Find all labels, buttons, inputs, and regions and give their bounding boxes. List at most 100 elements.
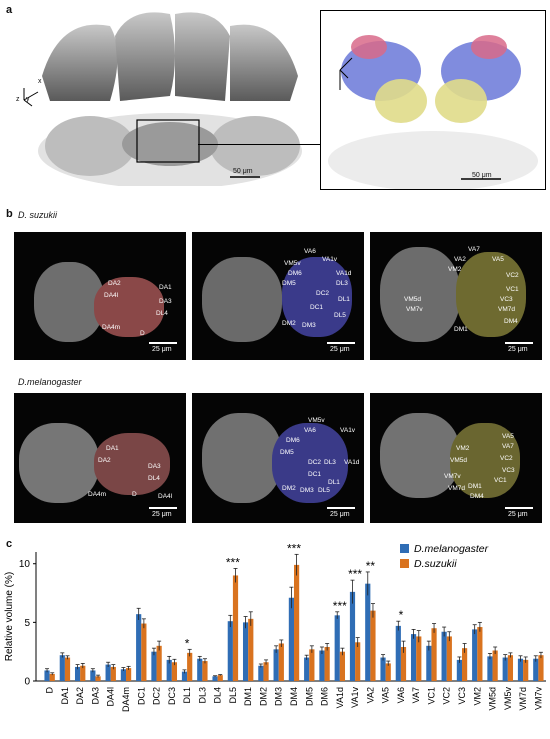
bar-melanogaster (533, 658, 539, 681)
x-tick-label: DA4l (106, 687, 116, 707)
suzukii-image-ventral: VA7 VA5 VA2 VC2 VM2 VC1 VC3 VM5d VM7d VM… (370, 232, 542, 360)
bar-melanogaster (349, 591, 356, 681)
axis-z-label: z (16, 96, 20, 103)
glom-label: VC1 (494, 477, 507, 484)
bar-melanogaster (258, 665, 264, 681)
bar-suzukii (232, 575, 239, 681)
x-tick-label: VA2 (365, 687, 375, 703)
panel-c-label: c (6, 538, 13, 550)
scale-label: 25 μm (152, 511, 172, 518)
bar-suzukii (339, 651, 346, 681)
glom-label: VM2 (456, 445, 470, 452)
x-tick-label: VM5v (503, 687, 513, 711)
glom-label: DM6 (286, 437, 300, 444)
glom-label: DA3 (148, 463, 161, 470)
glom-label: VA1d (336, 270, 352, 277)
y-axis-title: Relative volume (%) (4, 572, 15, 661)
bar-melanogaster (395, 625, 401, 681)
bar-melanogaster (166, 659, 172, 681)
bar-melanogaster (136, 614, 142, 681)
bar-suzukii (126, 668, 132, 681)
bar-melanogaster (59, 655, 65, 681)
species-suzukii-label: D. suzukii (18, 210, 58, 220)
glom-label: VC2 (500, 455, 513, 462)
brain-3d-render-graphic (38, 12, 302, 189)
bar-suzukii (80, 665, 86, 681)
bar-suzukii (294, 564, 300, 681)
glom-label: VM5d (404, 296, 421, 303)
melanogaster-image-middle: VM5v VA6 VA1v DM6 DM5 DC2 DL3 VA1d DC1 D… (192, 393, 364, 523)
x-tick-label: DM6 (320, 687, 330, 706)
species-melanogaster-label: D.melanogaster (18, 377, 82, 387)
bar-melanogaster (472, 629, 478, 681)
bar-melanogaster (502, 657, 508, 681)
bar-suzukii (431, 628, 437, 681)
glom-label: DM3 (302, 322, 316, 329)
significance-mark: *** (348, 567, 362, 581)
bar-melanogaster (487, 656, 493, 681)
glom-label: DA4l (158, 493, 173, 500)
bar-suzukii (370, 610, 376, 681)
significance-mark: *** (226, 555, 240, 569)
bar-suzukii (462, 648, 468, 681)
glom-label: DM5 (282, 280, 296, 287)
bar-melanogaster (410, 634, 417, 681)
glom-label: VM7v (444, 473, 461, 480)
bar-melanogaster (426, 645, 432, 681)
glom-label: DM2 (282, 485, 296, 492)
x-tick-label: DM4 (289, 687, 299, 706)
y-tick-label: 5 (24, 618, 30, 629)
glom-label: DA2 (108, 280, 121, 287)
bar-melanogaster (181, 671, 188, 681)
glom-label: DC2 (308, 459, 322, 466)
legend-swatch (400, 559, 409, 568)
glom-label: DM5 (280, 449, 294, 456)
glom-label: DL4 (156, 310, 168, 317)
x-tick-label: DL4 (213, 687, 223, 704)
x-tick-label: DM1 (243, 687, 253, 706)
bar-melanogaster (120, 669, 126, 681)
glom-label: VC1 (506, 286, 519, 293)
glom-label: DA4m (102, 324, 121, 331)
glom-label: DL5 (318, 487, 330, 494)
brain-3d-render (30, 6, 310, 189)
glom-label: DM1 (454, 326, 468, 333)
glom-label: DL3 (336, 280, 348, 287)
bar-suzukii (49, 673, 55, 681)
glom-label: DC2 (316, 290, 330, 297)
glom-label: DA4m (88, 491, 107, 498)
suzukii-image-middle: VA6 VA1v VM5v DM6 VA1d DM5 DL3 DC2 DL1 D… (192, 232, 364, 360)
y-tick-label: 0 (24, 677, 30, 688)
x-tick-label: D (45, 687, 55, 694)
glom-label: VC3 (500, 296, 513, 303)
glom-label: VA1d (344, 459, 360, 466)
bar-melanogaster (365, 583, 371, 681)
x-tick-label: VM7v (533, 687, 543, 711)
axis-y-label: y (26, 96, 30, 103)
axes-indicator-right (330, 50, 356, 100)
x-tick-label: VA1v (350, 687, 360, 708)
glom-label: DC1 (310, 304, 324, 311)
x-tick-label: DA2 (75, 687, 85, 705)
glom-label: DC1 (308, 471, 322, 478)
bar-melanogaster (212, 676, 218, 681)
glom-label: DM1 (468, 483, 482, 490)
legend-label: D.suzukii (414, 558, 457, 570)
scale-label: 25 μm (330, 346, 350, 353)
glom-label: DA1 (106, 445, 119, 452)
x-tick-label: DM3 (274, 687, 284, 706)
x-tick-label: DA3 (90, 687, 100, 705)
bar-melanogaster (456, 659, 462, 681)
axes-indicator-left (14, 82, 44, 112)
glom-label: VA5 (502, 433, 514, 440)
bar-suzukii (95, 676, 101, 681)
significance-mark: *** (333, 599, 347, 613)
glom-label: DA2 (98, 457, 111, 464)
glom-label: VC2 (506, 272, 519, 279)
bar-melanogaster (334, 615, 340, 681)
x-tick-label: DL3 (197, 687, 207, 704)
suzukii-image-dorsal: DA2 DA1 DA4l DA3 DL4 DA4m D 25 μm (14, 232, 186, 360)
glom-label: DM4 (470, 493, 484, 500)
bar-suzukii (309, 649, 315, 681)
bar-melanogaster (227, 621, 233, 681)
